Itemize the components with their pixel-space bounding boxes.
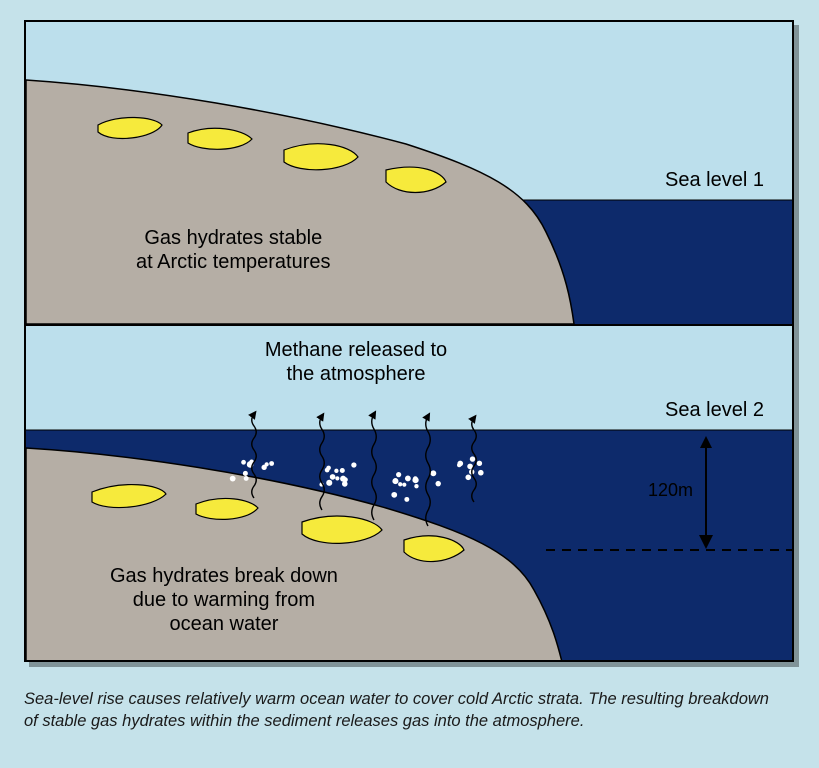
depth-label: 120m xyxy=(648,480,693,502)
panel-1-body-text: Gas hydrates stableat Arctic temperature… xyxy=(136,226,331,274)
panel-1: Sea level 1 Gas hydrates stableat Arctic… xyxy=(26,22,792,324)
panel-2: Methane released tothe atmosphere Sea le… xyxy=(26,324,792,660)
figure: Sea level 1 Gas hydrates stableat Arctic… xyxy=(24,20,794,733)
methane-release-label: Methane released tothe atmosphere xyxy=(216,338,496,386)
sea-level-1-label: Sea level 1 xyxy=(665,168,764,192)
sea-level-2-label: Sea level 2 xyxy=(665,398,764,422)
panel-stack: Sea level 1 Gas hydrates stableat Arctic… xyxy=(24,20,794,662)
figure-caption: Sea-level rise causes relatively warm oc… xyxy=(24,688,784,733)
panel-2-body-text: Gas hydrates break downdue to warming fr… xyxy=(110,564,338,636)
